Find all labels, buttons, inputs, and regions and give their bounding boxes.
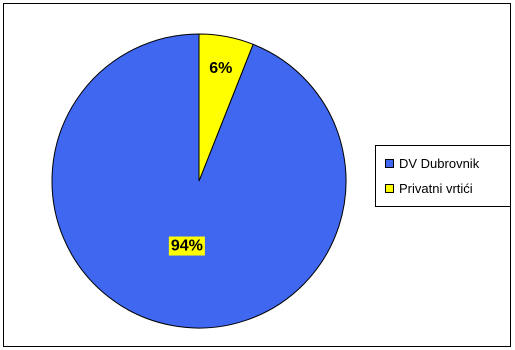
legend-swatch-privatni-vrtici bbox=[385, 183, 394, 193]
chart-area: 94% 6% DV Dubrovnik Privatni vrtići bbox=[3, 3, 511, 347]
legend: DV Dubrovnik Privatni vrtići bbox=[375, 145, 511, 207]
data-label-background-dv-dubrovnik bbox=[168, 236, 205, 256]
pie-chart: 94% 6% bbox=[51, 33, 347, 329]
legend-label-privatni-vrtici: Privatni vrtići bbox=[399, 180, 473, 196]
data-label-text-privatni-vrtici: 6% bbox=[209, 60, 232, 77]
legend-label-dv-dubrovnik: DV Dubrovnik bbox=[399, 155, 480, 171]
data-label-background-privatni-vrtici bbox=[207, 58, 235, 78]
legend-swatch-dv-dubrovnik bbox=[385, 158, 394, 168]
data-label-dv-dubrovnik: 94% bbox=[168, 236, 205, 256]
legend-item-privatni-vrtici: Privatni vrtići bbox=[385, 179, 473, 197]
legend-item-dv-dubrovnik: DV Dubrovnik bbox=[385, 154, 479, 172]
data-label-text-dv-dubrovnik: 94% bbox=[171, 238, 203, 255]
data-label-privatni-vrtici: 6% bbox=[207, 58, 235, 78]
